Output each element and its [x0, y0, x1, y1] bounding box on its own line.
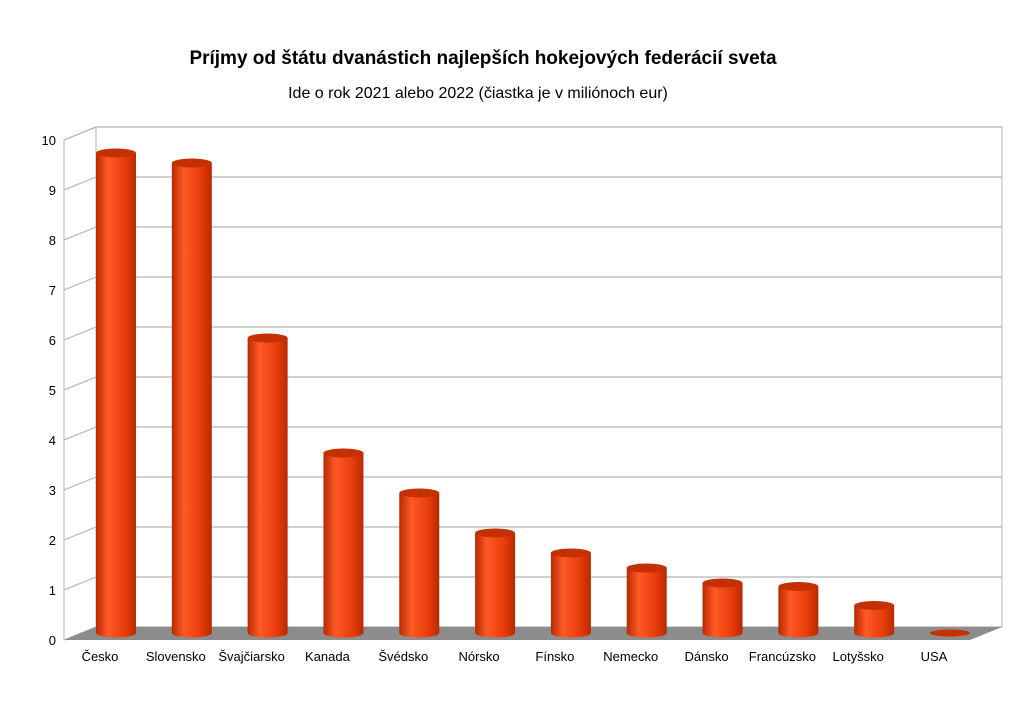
bar-top	[778, 582, 819, 591]
bar	[171, 158, 212, 638]
bar-top	[550, 548, 591, 558]
y-tick-label: 9	[49, 183, 56, 198]
gridline-side	[63, 326, 97, 341]
x-tick-label: Česko	[82, 649, 119, 664]
y-tick-label: 4	[49, 433, 56, 448]
x-tick-label: Fínsko	[535, 649, 574, 664]
bar-body	[626, 568, 667, 638]
bar	[96, 148, 136, 638]
bar-top	[399, 488, 440, 498]
bar-body	[854, 605, 895, 638]
y-axis-ticks: 0 1 2 3 4 5 6 7 8 9 10	[42, 133, 56, 648]
x-tick-label: Slovensko	[146, 649, 206, 664]
y-tick-label: 0	[49, 633, 56, 648]
y-tick-label: 6	[49, 333, 56, 348]
y-tick-label: 10	[42, 133, 56, 148]
x-tick-label: Švajčiarsko	[218, 649, 284, 664]
gridline-side	[63, 576, 97, 591]
bar	[475, 528, 516, 638]
bar	[247, 333, 288, 638]
y-tick-label: 3	[49, 483, 56, 498]
x-tick-label: Nórsko	[458, 649, 499, 664]
bar-body	[702, 583, 743, 638]
bar-body	[475, 533, 516, 638]
bar-top	[626, 563, 667, 573]
x-tick-label: Švédsko	[378, 649, 428, 664]
gridline-side	[63, 176, 97, 191]
bar	[550, 548, 591, 638]
bar-top	[475, 528, 516, 538]
y-tick-label: 7	[49, 283, 56, 298]
bar	[778, 582, 819, 638]
y-tick-label: 5	[49, 383, 56, 398]
bar	[399, 488, 440, 638]
gridline-side	[63, 276, 97, 291]
x-tick-label: USA	[921, 649, 948, 664]
bar-body	[399, 493, 440, 638]
bars	[96, 148, 970, 638]
bar-top	[930, 629, 970, 637]
x-tick-label: Nemecko	[603, 649, 658, 664]
gridline-side	[63, 526, 97, 541]
bar	[626, 563, 667, 638]
bar-top	[854, 601, 895, 610]
x-tick-label: Dánsko	[685, 649, 729, 664]
y-tick-label: 2	[49, 533, 56, 548]
chart-title: Príjmy od štátu dvanástich najlepších ho…	[189, 48, 777, 69]
bar-body	[171, 163, 212, 638]
bar	[323, 448, 364, 638]
bar	[930, 629, 970, 637]
chart-floor	[64, 627, 1002, 640]
bar-body	[247, 338, 288, 638]
bar-body	[550, 553, 591, 638]
x-tick-label: Francúzsko	[749, 649, 816, 664]
y-tick-label: 8	[49, 233, 56, 248]
x-tick-label: Lotyšsko	[833, 649, 884, 664]
bar-top	[323, 448, 364, 458]
bar-top	[96, 148, 136, 158]
gridline-side	[63, 226, 97, 241]
bar-top	[247, 333, 288, 343]
x-axis-ticks: Česko Slovensko Švajčiarsko Kanada Švédsko Nó…	[82, 649, 948, 664]
bar-body	[778, 586, 819, 638]
bar-body	[323, 453, 364, 638]
bar-top	[702, 578, 743, 588]
gridline-side	[63, 376, 97, 391]
gridline-side	[63, 126, 97, 141]
bar-top	[171, 158, 212, 168]
bar-body	[96, 153, 136, 638]
y-tick-label: 1	[49, 583, 56, 598]
bar	[854, 601, 895, 638]
bar	[702, 578, 743, 638]
gridline-side	[63, 426, 97, 441]
chart-subtitle: Ide o rok 2021 alebo 2022 (čiastka je v …	[288, 85, 668, 102]
x-tick-label: Kanada	[305, 649, 351, 664]
floor-plane	[64, 627, 1002, 640]
gridline-side	[63, 476, 97, 491]
